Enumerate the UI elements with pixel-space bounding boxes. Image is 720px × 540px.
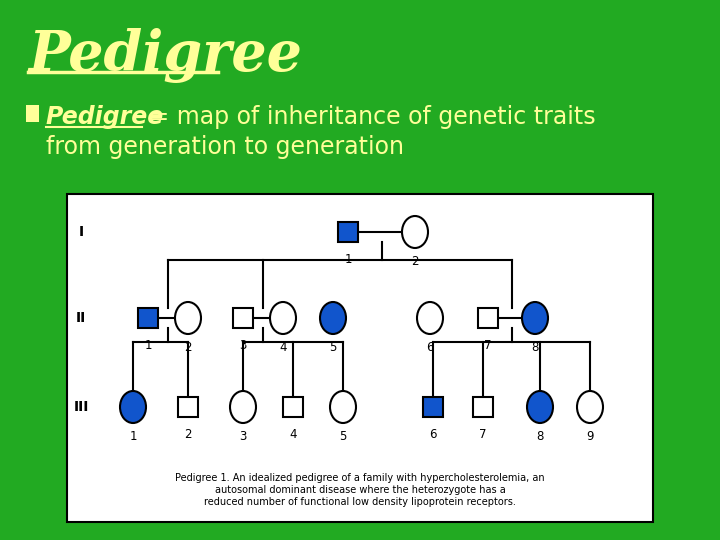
Ellipse shape [230,391,256,423]
Bar [178,397,198,417]
Ellipse shape [577,391,603,423]
Text: Pedigree: Pedigree [28,28,302,83]
Text: 2: 2 [184,341,192,354]
Text: 3: 3 [239,430,247,443]
Bar [283,397,303,417]
Text: reduced number of functional low density lipoprotein receptors.: reduced number of functional low density… [204,497,516,507]
Text: I: I [78,225,84,239]
Text: 6: 6 [429,428,437,441]
Ellipse shape [330,391,356,423]
Text: 3: 3 [239,339,247,352]
Bar [473,397,493,417]
Bar [67,194,653,522]
Text: 1: 1 [344,253,352,266]
Text: from generation to generation: from generation to generation [46,135,404,159]
Text: 1: 1 [130,430,137,443]
Text: 5: 5 [339,430,347,443]
Text: III: III [73,400,89,414]
Text: 8: 8 [531,341,539,354]
Ellipse shape [320,302,346,334]
Bar [138,308,158,328]
Text: 4: 4 [279,341,287,354]
Ellipse shape [270,302,296,334]
Text: 2: 2 [411,255,419,268]
Text: 9: 9 [586,430,594,443]
Text: Pedigree: Pedigree [46,105,164,129]
Ellipse shape [120,391,146,423]
Bar [338,222,358,242]
Text: 5: 5 [329,341,337,354]
Ellipse shape [522,302,548,334]
Text: 2: 2 [184,428,192,441]
Bar [423,397,443,417]
Bar [26,105,39,122]
Text: = map of inheritance of genetic traits: = map of inheritance of genetic traits [142,105,595,129]
Text: 7: 7 [480,428,487,441]
Ellipse shape [527,391,553,423]
Text: Pedigree 1. An idealized pedigree of a family with hypercholesterolemia, an: Pedigree 1. An idealized pedigree of a f… [175,473,545,483]
Bar [233,308,253,328]
Ellipse shape [402,216,428,248]
Text: 7: 7 [485,339,492,352]
Text: autosomal dominant disease where the heterozygote has a: autosomal dominant disease where the het… [215,485,505,495]
Text: 6: 6 [426,341,433,354]
Text: 8: 8 [536,430,544,443]
Text: 1: 1 [144,339,152,352]
Ellipse shape [175,302,201,334]
Bar [478,308,498,328]
Text: 4: 4 [289,428,297,441]
Ellipse shape [417,302,443,334]
Text: II: II [76,311,86,325]
